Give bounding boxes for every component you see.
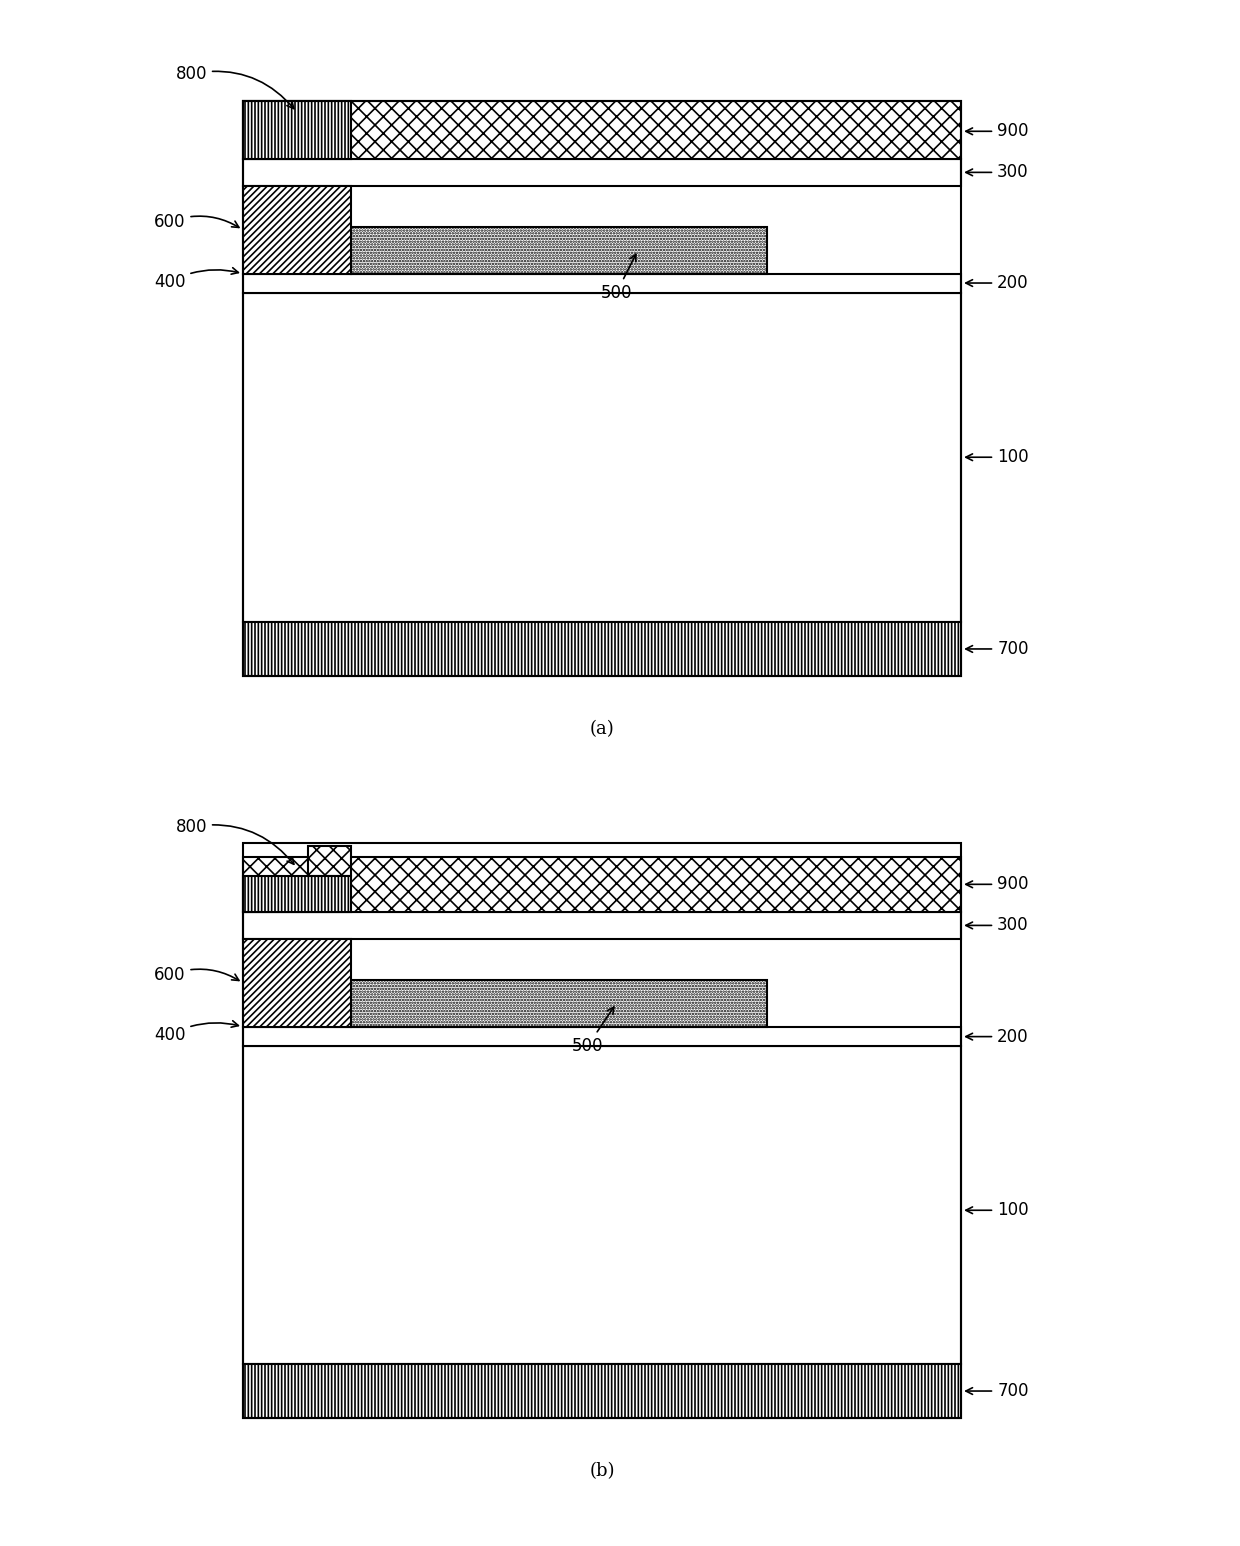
- Bar: [243, 856, 961, 912]
- Bar: [243, 877, 351, 912]
- Text: 200: 200: [966, 274, 1029, 292]
- Bar: [243, 843, 961, 1418]
- Text: 800: 800: [175, 818, 294, 864]
- Text: 100: 100: [966, 1201, 1029, 1220]
- Bar: [243, 100, 961, 676]
- Bar: [243, 938, 351, 1027]
- Bar: [243, 100, 961, 159]
- Text: 900: 900: [966, 122, 1029, 141]
- Text: 200: 200: [966, 1028, 1029, 1045]
- Text: (b): (b): [589, 1463, 615, 1480]
- Text: 700: 700: [966, 640, 1029, 659]
- Text: 400: 400: [154, 267, 238, 291]
- Text: 500: 500: [572, 1006, 614, 1054]
- Text: 300: 300: [966, 917, 1029, 934]
- Text: 600: 600: [154, 213, 239, 230]
- Bar: [351, 227, 768, 274]
- Bar: [243, 100, 351, 159]
- Bar: [243, 1027, 961, 1047]
- Text: 500: 500: [600, 254, 636, 301]
- Text: 800: 800: [175, 65, 294, 108]
- Bar: [243, 621, 961, 676]
- Text: 700: 700: [966, 1382, 1029, 1401]
- Bar: [351, 980, 768, 1027]
- Text: 300: 300: [966, 164, 1029, 181]
- Text: (a): (a): [590, 720, 614, 737]
- Bar: [243, 292, 961, 621]
- Bar: [243, 1047, 961, 1364]
- Text: 600: 600: [154, 966, 239, 983]
- Bar: [308, 846, 351, 877]
- Bar: [243, 159, 961, 186]
- Bar: [243, 186, 351, 274]
- Bar: [243, 1364, 961, 1418]
- Text: 900: 900: [966, 875, 1029, 894]
- Bar: [243, 912, 961, 938]
- Bar: [243, 274, 961, 292]
- Text: 100: 100: [966, 448, 1029, 467]
- Text: 400: 400: [154, 1020, 238, 1044]
